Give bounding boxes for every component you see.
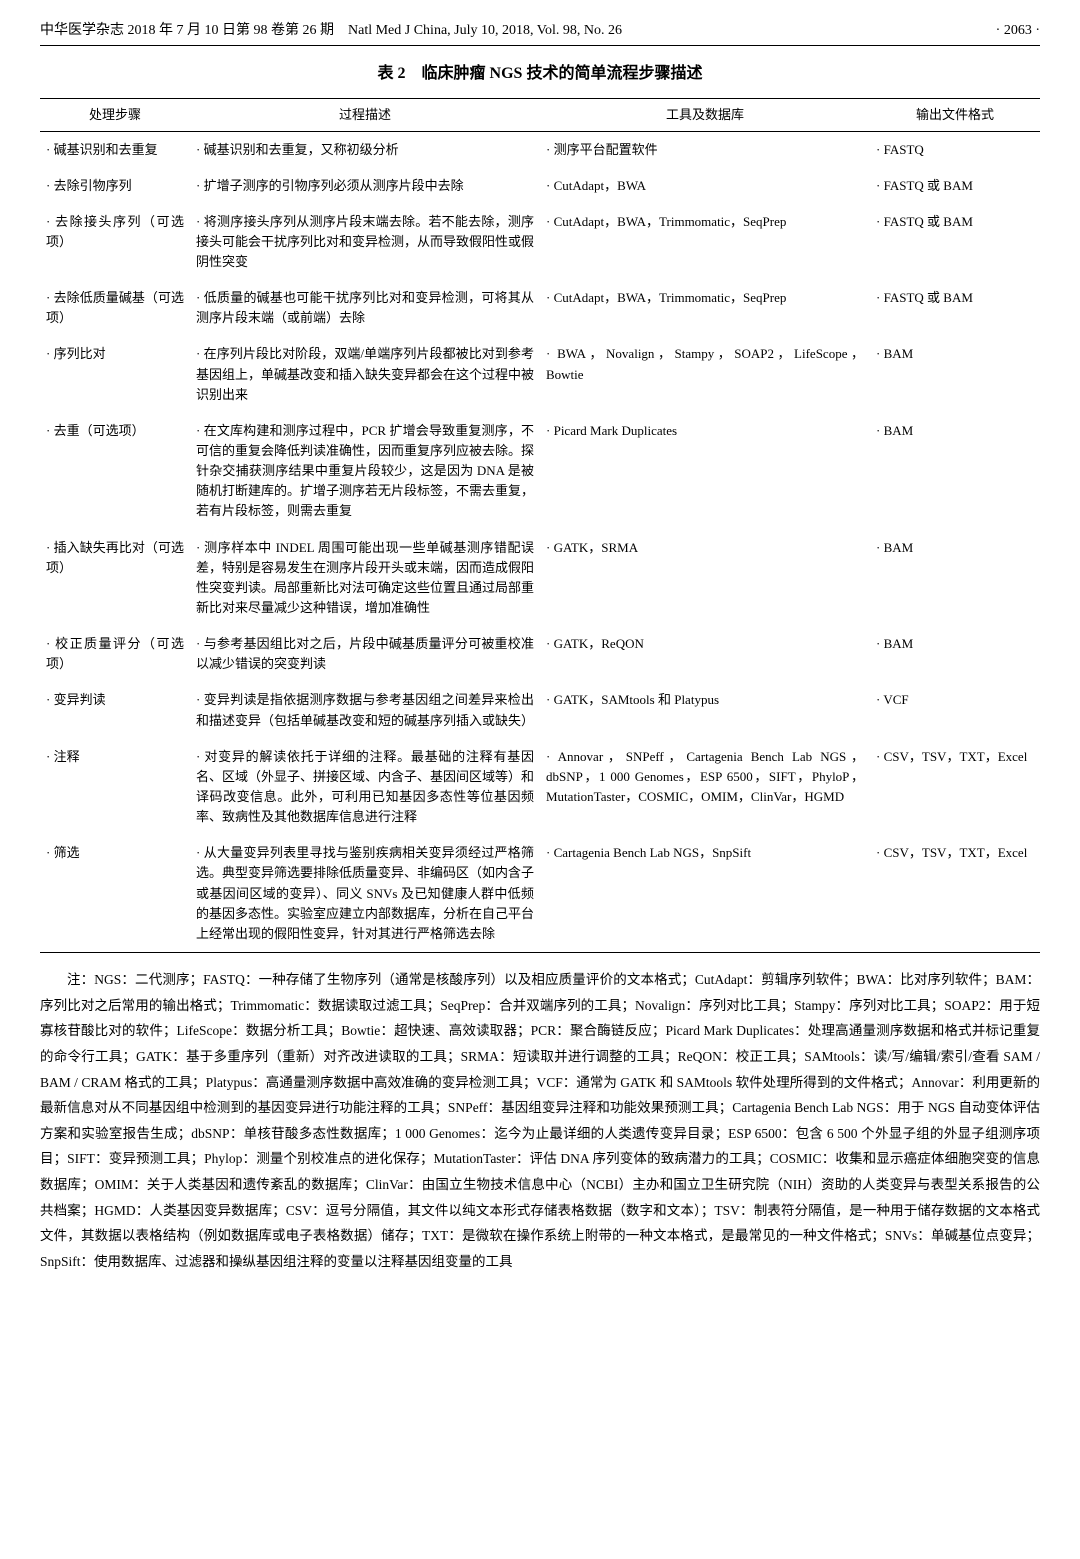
cell-desc: 碱基识别和去重复，又称初级分析	[190, 131, 540, 168]
cell-out: FASTQ 或 BAM	[870, 168, 1040, 204]
cell-desc: 扩增子测序的引物序列必须从测序片段中去除	[190, 168, 540, 204]
footnote: 注：NGS：二代测序；FASTQ：一种存储了生物序列（通常是核酸序列）以及相应质…	[40, 967, 1040, 1275]
cell-step: 序列比对	[40, 336, 190, 412]
cell-tool: Picard Mark Duplicates	[540, 413, 870, 530]
cell-desc: 在序列片段比对阶段，双端/单端序列片段都被比对到参考基因组上，单碱基改变和插入缺…	[190, 336, 540, 412]
cell-out: FASTQ	[870, 131, 1040, 168]
cell-out: FASTQ 或 BAM	[870, 280, 1040, 336]
table-body: 碱基识别和去重复碱基识别和去重复，又称初级分析测序平台配置软件FASTQ去除引物…	[40, 131, 1040, 953]
cell-out: CSV，TSV，TXT，Excel	[870, 739, 1040, 836]
cell-tool: GATK，SAMtools 和 Platypus	[540, 682, 870, 738]
cell-desc: 在文库构建和测序过程中，PCR 扩增会导致重复测序，不可信的重复会降低判读准确性…	[190, 413, 540, 530]
cell-out: BAM	[870, 413, 1040, 530]
table-row: 去除低质量碱基（可选项）低质量的碱基也可能干扰序列比对和变异检测，可将其从测序片…	[40, 280, 1040, 336]
cell-desc: 从大量变异列表里寻找与鉴别疾病相关变异须经过严格筛选。典型变异筛选要排除低质量变…	[190, 835, 540, 952]
table-row: 插入缺失再比对（可选项）测序样本中 INDEL 周围可能出现一些单碱基测序错配误…	[40, 530, 1040, 627]
cell-tool: CutAdapt，BWA	[540, 168, 870, 204]
cell-desc: 测序样本中 INDEL 周围可能出现一些单碱基测序错配误差，特别是容易发生在测序…	[190, 530, 540, 627]
cell-step: 注释	[40, 739, 190, 836]
cell-out: FASTQ 或 BAM	[870, 204, 1040, 280]
table-row: 去除接头序列（可选项）将测序接头序列从测序片段末端去除。若不能去除，测序接头可能…	[40, 204, 1040, 280]
cell-out: BAM	[870, 626, 1040, 682]
cell-step: 筛选	[40, 835, 190, 952]
table-row: 校正质量评分（可选项）与参考基因组比对之后，片段中碱基质量评分可被重校准以减少错…	[40, 626, 1040, 682]
ngs-workflow-table: 处理步骤 过程描述 工具及数据库 输出文件格式 碱基识别和去重复碱基识别和去重复…	[40, 98, 1040, 953]
cell-tool: 测序平台配置软件	[540, 131, 870, 168]
cell-tool: Cartagenia Bench Lab NGS，SnpSift	[540, 835, 870, 952]
cell-desc: 变异判读是指依据测序数据与参考基因组之间差异来检出和描述变异（包括单碱基改变和短…	[190, 682, 540, 738]
cell-out: BAM	[870, 530, 1040, 627]
cell-out: CSV，TSV，TXT，Excel	[870, 835, 1040, 952]
cell-desc: 低质量的碱基也可能干扰序列比对和变异检测，可将其从测序片段末端（或前端）去除	[190, 280, 540, 336]
cell-out: VCF	[870, 682, 1040, 738]
cell-step: 去重（可选项）	[40, 413, 190, 530]
cell-tool: CutAdapt，BWA，Trimmomatic，SeqPrep	[540, 204, 870, 280]
table-row: 去重（可选项）在文库构建和测序过程中，PCR 扩增会导致重复测序，不可信的重复会…	[40, 413, 1040, 530]
cell-tool: BWA，Novalign，Stampy，SOAP2，LifeScope，Bowt…	[540, 336, 870, 412]
table-row: 碱基识别和去重复碱基识别和去重复，又称初级分析测序平台配置软件FASTQ	[40, 131, 1040, 168]
cell-desc: 对变异的解读依托于详细的注释。最基础的注释有基因名、区域（外显子、拼接区域、内含…	[190, 739, 540, 836]
cell-step: 去除引物序列	[40, 168, 190, 204]
table-row: 去除引物序列扩增子测序的引物序列必须从测序片段中去除CutAdapt，BWAFA…	[40, 168, 1040, 204]
table-row: 注释对变异的解读依托于详细的注释。最基础的注释有基因名、区域（外显子、拼接区域、…	[40, 739, 1040, 836]
header-right: · 2063 ·	[996, 20, 1040, 41]
cell-step: 碱基识别和去重复	[40, 131, 190, 168]
cell-step: 插入缺失再比对（可选项）	[40, 530, 190, 627]
cell-tool: GATK，SRMA	[540, 530, 870, 627]
col-header-tool: 工具及数据库	[540, 99, 870, 132]
col-header-step: 处理步骤	[40, 99, 190, 132]
cell-desc: 将测序接头序列从测序片段末端去除。若不能去除，测序接头可能会干扰序列比对和变异检…	[190, 204, 540, 280]
page-header: 中华医学杂志 2018 年 7 月 10 日第 98 卷第 26 期 Natl …	[40, 20, 1040, 46]
col-header-out: 输出文件格式	[870, 99, 1040, 132]
table-row: 变异判读变异判读是指依据测序数据与参考基因组之间差异来检出和描述变异（包括单碱基…	[40, 682, 1040, 738]
table-caption: 表 2 临床肿瘤 NGS 技术的简单流程步骤描述	[40, 62, 1040, 86]
table-row: 序列比对在序列片段比对阶段，双端/单端序列片段都被比对到参考基因组上，单碱基改变…	[40, 336, 1040, 412]
cell-tool: Annovar，SNPeff，Cartagenia Bench Lab NGS，…	[540, 739, 870, 836]
cell-step: 去除低质量碱基（可选项）	[40, 280, 190, 336]
table-header-row: 处理步骤 过程描述 工具及数据库 输出文件格式	[40, 99, 1040, 132]
header-left: 中华医学杂志 2018 年 7 月 10 日第 98 卷第 26 期 Natl …	[40, 20, 622, 41]
cell-step: 去除接头序列（可选项）	[40, 204, 190, 280]
cell-step: 变异判读	[40, 682, 190, 738]
cell-out: BAM	[870, 336, 1040, 412]
cell-step: 校正质量评分（可选项）	[40, 626, 190, 682]
cell-tool: CutAdapt，BWA，Trimmomatic，SeqPrep	[540, 280, 870, 336]
table-row: 筛选从大量变异列表里寻找与鉴别疾病相关变异须经过严格筛选。典型变异筛选要排除低质…	[40, 835, 1040, 952]
cell-tool: GATK，ReQON	[540, 626, 870, 682]
cell-desc: 与参考基因组比对之后，片段中碱基质量评分可被重校准以减少错误的突变判读	[190, 626, 540, 682]
col-header-desc: 过程描述	[190, 99, 540, 132]
